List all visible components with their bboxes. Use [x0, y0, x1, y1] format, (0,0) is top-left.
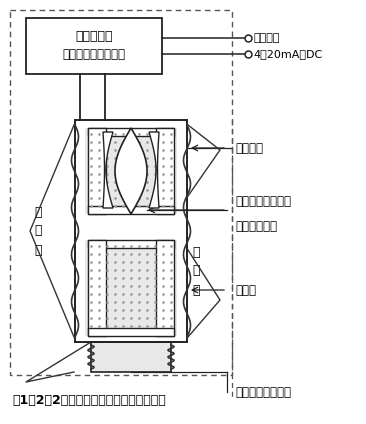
- Bar: [91, 342, 171, 372]
- Bar: [88, 328, 174, 336]
- Text: 出力信号: 出力信号: [253, 33, 280, 43]
- Text: 図1．2．2　電子式差圧伝送器の原理図例: 図1．2．2 電子式差圧伝送器の原理図例: [12, 393, 166, 407]
- Bar: [88, 206, 174, 214]
- Polygon shape: [149, 132, 159, 208]
- Bar: [75, 120, 187, 342]
- Bar: [156, 128, 174, 214]
- Bar: [156, 240, 174, 336]
- Bar: [88, 240, 174, 248]
- Text: 4～20mA　DC: 4～20mA DC: [253, 49, 322, 59]
- Bar: [88, 128, 174, 136]
- Text: 高
圧
側: 高 圧 側: [192, 245, 200, 296]
- Text: 封入液: 封入液: [235, 284, 256, 296]
- Bar: [10, 10, 232, 375]
- Bar: [88, 240, 106, 336]
- Polygon shape: [103, 132, 113, 208]
- Bar: [88, 128, 106, 214]
- Text: （可変電極）: （可変電極）: [235, 220, 277, 233]
- Bar: [75, 120, 187, 342]
- Text: 伝　送　部: 伝 送 部: [75, 30, 113, 42]
- Bar: [85, 128, 177, 214]
- Text: 接液ダイアフラム: 接液ダイアフラム: [235, 385, 291, 399]
- Bar: [85, 240, 177, 336]
- Bar: [26, 18, 162, 74]
- Text: 固定電極: 固定電極: [235, 142, 263, 154]
- Text: （増幅器ユニット）: （増幅器ユニット）: [63, 48, 126, 61]
- Polygon shape: [115, 128, 147, 214]
- Text: 感圧ダイアフラム: 感圧ダイアフラム: [235, 195, 291, 208]
- Text: 低
圧
側: 低 圧 側: [34, 206, 42, 257]
